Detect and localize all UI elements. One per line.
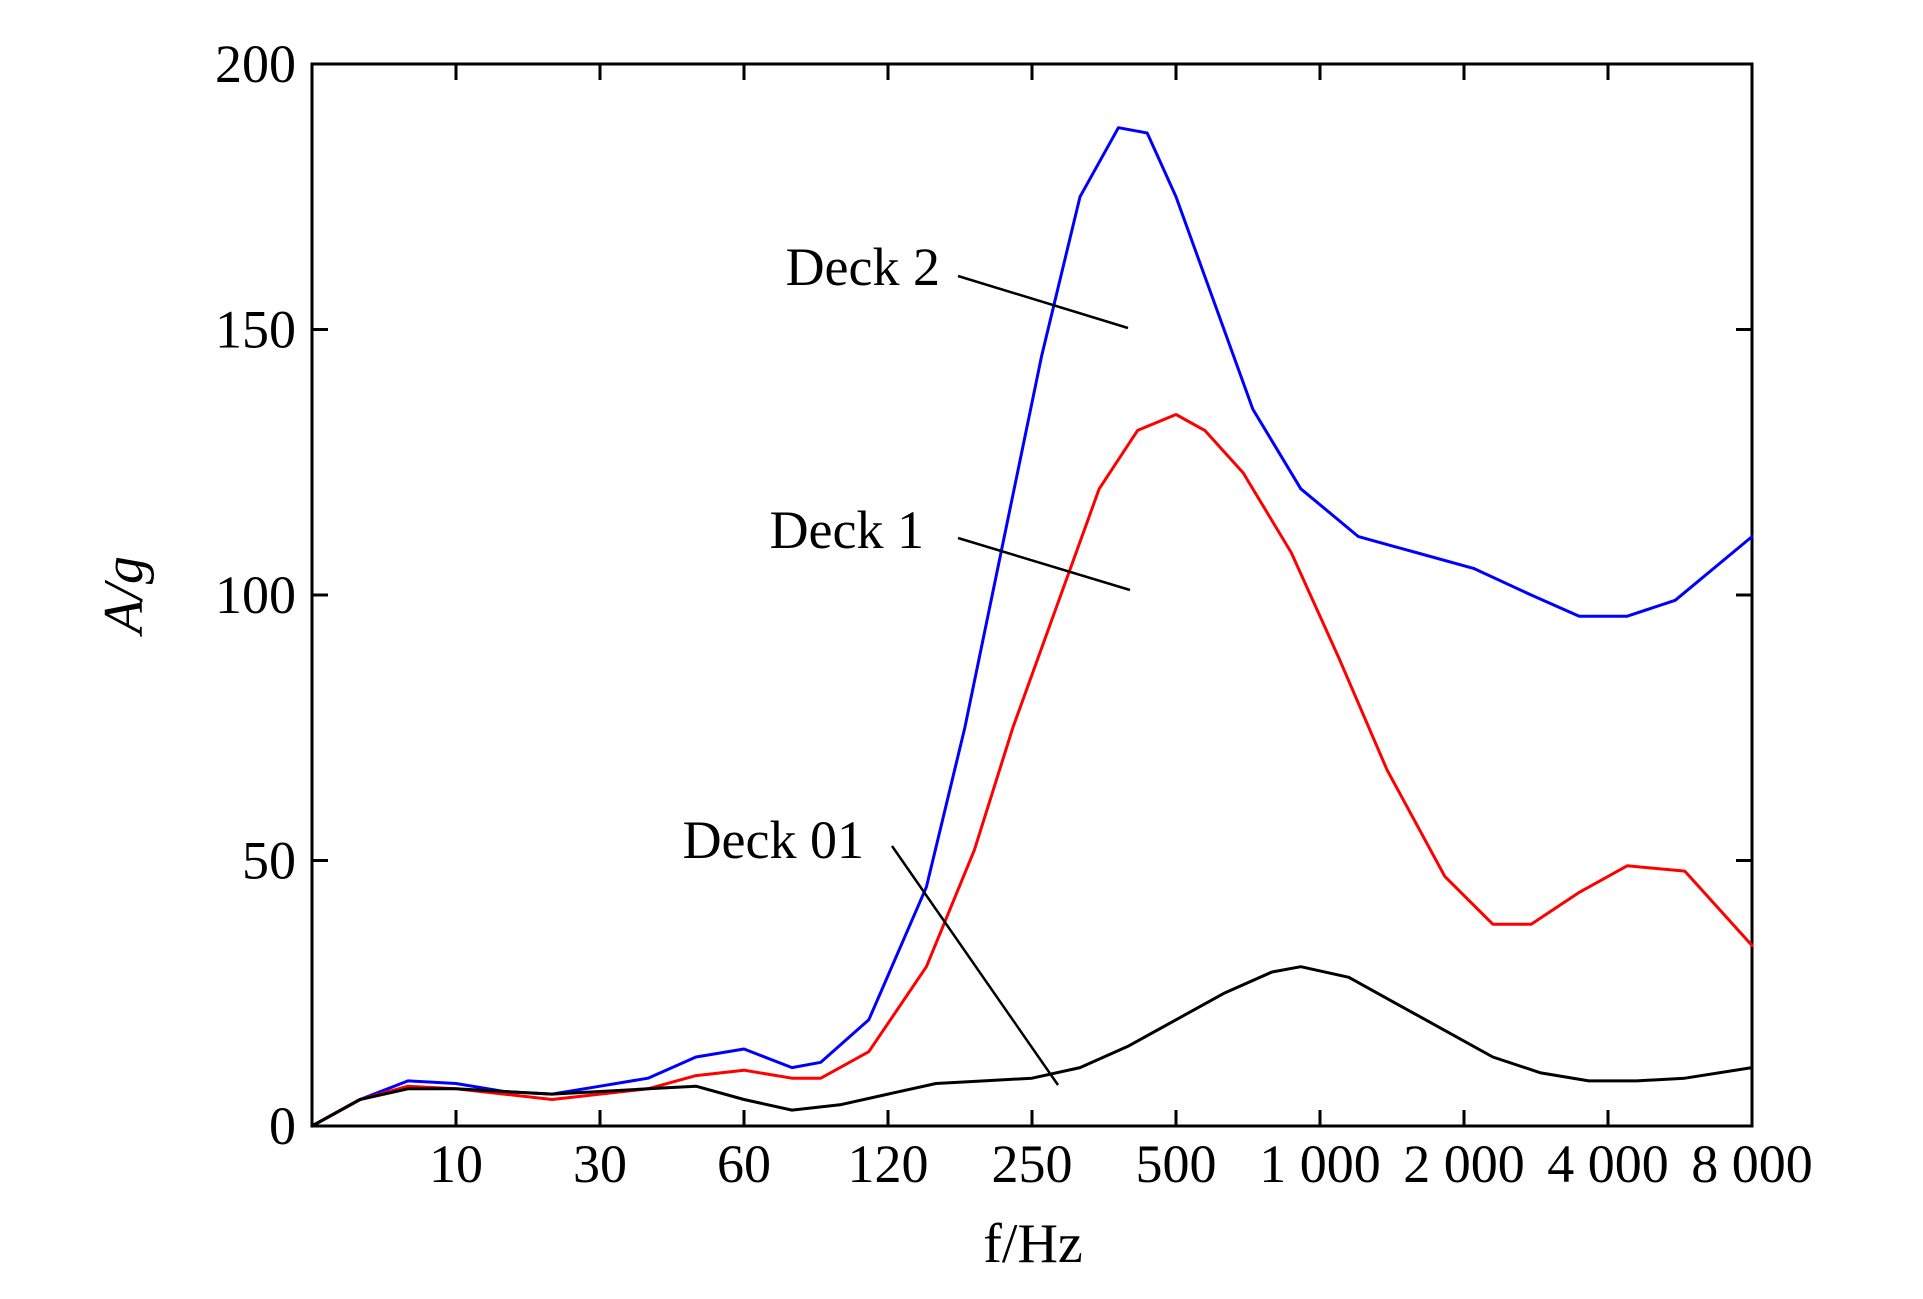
series-leader-lines xyxy=(890,274,1131,1086)
series-labels: Deck 2 Deck 1 Deck 01 xyxy=(683,237,940,870)
plot-area-frame xyxy=(310,62,1754,1128)
x-tick-label: 120 xyxy=(848,1134,929,1194)
leader-line-deck-1 xyxy=(957,536,1131,592)
x-tick-label: 60 xyxy=(717,1134,771,1194)
leader-line-deck-01 xyxy=(890,845,1060,1086)
y-axis-label: A/g xyxy=(93,556,155,638)
x-tick-label: 2 000 xyxy=(1403,1134,1525,1194)
series-line-deck-1 xyxy=(310,413,1754,1128)
x-axis-label: f/Hz xyxy=(983,1213,1083,1275)
x-tick-label: 4 000 xyxy=(1547,1134,1669,1194)
tick-labels: 10 30 60 120 250 500 1 000 2 000 4 000 8 000 0 50 10… xyxy=(215,34,1813,1194)
series-label-deck-01: Deck 01 xyxy=(683,810,864,870)
leader-line-deck-2 xyxy=(957,274,1129,330)
series-label-deck-1: Deck 1 xyxy=(770,500,924,560)
x-tick-label: 1 000 xyxy=(1259,1134,1381,1194)
y-tick-label: 100 xyxy=(215,565,296,625)
x-tick-label: 500 xyxy=(1136,1134,1217,1194)
series-lines xyxy=(310,126,1754,1128)
y-tick-label: 200 xyxy=(215,34,296,94)
y-tick-label: 150 xyxy=(215,300,296,360)
x-tick-label: 8 000 xyxy=(1691,1134,1813,1194)
series-line-deck-01 xyxy=(310,965,1754,1128)
series-line-deck-2 xyxy=(310,126,1754,1128)
x-tick-label: 250 xyxy=(992,1134,1073,1194)
x-tick-label: 10 xyxy=(429,1134,483,1194)
series-label-deck-2: Deck 2 xyxy=(786,237,940,297)
y-tick-label: 50 xyxy=(242,831,296,891)
x-tick-label: 30 xyxy=(573,1134,627,1194)
tick-marks xyxy=(312,62,1754,1128)
y-tick-label: 0 xyxy=(269,1096,296,1156)
